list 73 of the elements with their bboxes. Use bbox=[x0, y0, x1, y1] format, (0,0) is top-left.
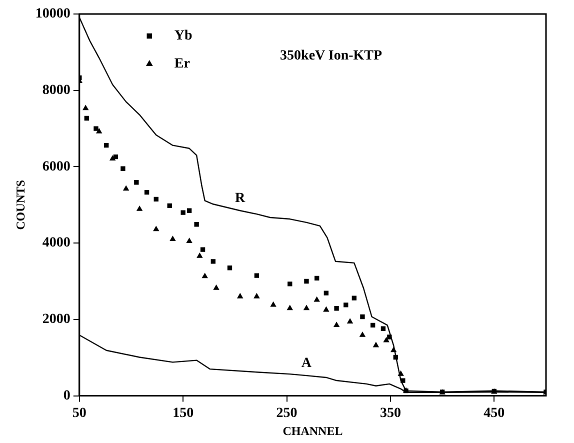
point bbox=[196, 252, 202, 258]
x-axis-title: CHANNEL bbox=[282, 424, 343, 438]
point bbox=[287, 305, 293, 310]
point bbox=[254, 273, 260, 278]
x-tick-label: 150 bbox=[172, 406, 194, 421]
point bbox=[202, 273, 208, 278]
point bbox=[94, 126, 98, 131]
point bbox=[120, 166, 126, 171]
point bbox=[370, 322, 376, 328]
y-tick-label: 4000 bbox=[42, 236, 70, 251]
point bbox=[440, 390, 445, 394]
point bbox=[110, 156, 116, 160]
point bbox=[334, 306, 339, 311]
point bbox=[82, 105, 88, 110]
legend-label: Er bbox=[174, 56, 190, 72]
point bbox=[390, 347, 396, 352]
point bbox=[324, 290, 329, 296]
point bbox=[398, 370, 404, 376]
point bbox=[186, 208, 192, 213]
y-tick-label: 0 bbox=[63, 388, 70, 404]
point bbox=[254, 293, 260, 298]
x-tick-label: 350 bbox=[380, 406, 401, 421]
x-tick-label: 50 bbox=[72, 406, 86, 421]
point bbox=[214, 285, 220, 290]
point bbox=[84, 116, 89, 121]
point bbox=[200, 247, 206, 252]
point bbox=[314, 296, 320, 302]
y-axis-title: COUNTS bbox=[13, 180, 28, 230]
y-tick-label: 8000 bbox=[42, 82, 70, 98]
series-label: R bbox=[235, 191, 246, 206]
point bbox=[270, 302, 276, 307]
point bbox=[134, 180, 139, 185]
y-tick-label: 10000 bbox=[35, 6, 70, 22]
point bbox=[360, 314, 365, 320]
point bbox=[136, 206, 142, 211]
point bbox=[304, 305, 310, 310]
point bbox=[227, 266, 232, 270]
point bbox=[96, 128, 102, 134]
y-tick-label: 2000 bbox=[42, 312, 70, 328]
point bbox=[288, 282, 292, 286]
point bbox=[400, 378, 406, 383]
series-label: A bbox=[301, 356, 312, 372]
point bbox=[393, 354, 398, 360]
x-tick-label: 250 bbox=[276, 406, 298, 421]
point bbox=[154, 196, 158, 202]
point bbox=[304, 278, 309, 284]
point bbox=[360, 332, 366, 337]
point bbox=[237, 293, 243, 298]
y-tick-label: 6000 bbox=[42, 159, 70, 174]
point bbox=[104, 143, 109, 148]
annotation: 350keV Ion-KTP bbox=[280, 48, 383, 64]
point bbox=[144, 190, 150, 195]
point bbox=[170, 236, 176, 242]
point bbox=[153, 226, 159, 232]
point bbox=[373, 342, 379, 348]
point bbox=[323, 306, 329, 312]
point bbox=[387, 334, 392, 340]
point bbox=[384, 337, 390, 342]
point bbox=[113, 154, 118, 160]
point bbox=[186, 238, 192, 243]
point bbox=[380, 326, 386, 331]
point bbox=[314, 276, 320, 281]
x-tick-label: 450 bbox=[484, 406, 505, 421]
point bbox=[344, 302, 348, 308]
point bbox=[123, 186, 129, 191]
point bbox=[210, 259, 216, 264]
point bbox=[180, 210, 186, 215]
legend-label: Yb bbox=[174, 28, 193, 44]
point bbox=[347, 318, 353, 324]
point bbox=[334, 322, 340, 327]
point bbox=[194, 222, 199, 227]
point bbox=[167, 203, 172, 208]
point bbox=[352, 296, 357, 300]
